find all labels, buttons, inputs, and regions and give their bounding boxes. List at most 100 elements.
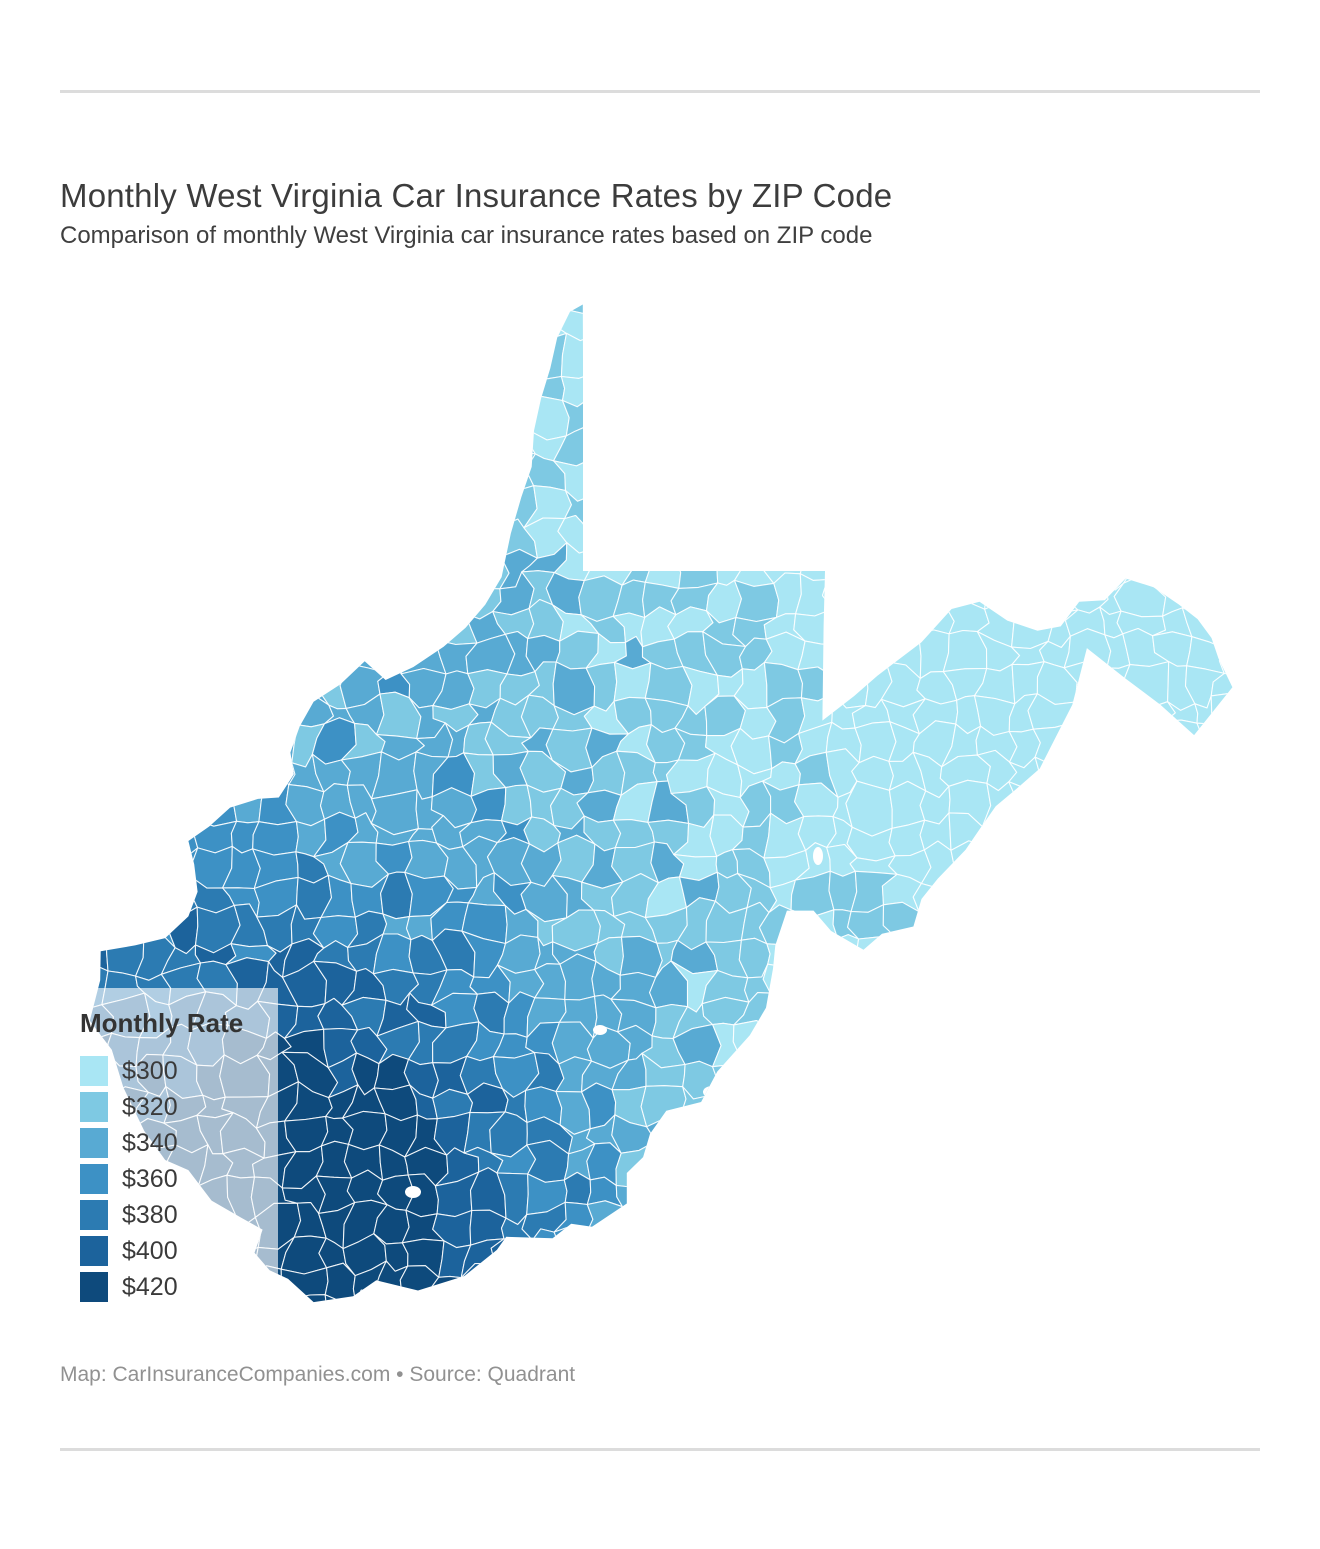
- zip-region: [768, 512, 806, 560]
- zip-region: [431, 331, 466, 370]
- zip-region: [1067, 844, 1110, 888]
- zip-region: [1195, 1114, 1228, 1154]
- zip-region: [1273, 846, 1308, 879]
- zip-region: [1038, 400, 1071, 433]
- legend-swatch: [80, 1056, 108, 1086]
- zip-region: [819, 304, 862, 319]
- zip-region: [1215, 425, 1233, 468]
- zip-region: [346, 392, 394, 437]
- zip-region: [1183, 782, 1224, 827]
- zip-region: [257, 669, 298, 708]
- zip-region: [769, 1300, 804, 1303]
- zip-region: [1119, 361, 1164, 411]
- zip-region: [1156, 462, 1199, 503]
- zip-region: [490, 330, 539, 369]
- zip-region: [975, 991, 1019, 1031]
- zip-region: [89, 304, 113, 319]
- zip-region: [312, 304, 356, 322]
- zip-region: [1067, 963, 1110, 1009]
- zip-region: [286, 363, 328, 413]
- zip-region: [378, 370, 414, 416]
- zip-region: [89, 425, 120, 469]
- zip-region: [465, 490, 509, 524]
- zip-region: [1041, 1168, 1070, 1210]
- zip-region: [860, 997, 899, 1039]
- zip-region: [620, 1290, 657, 1303]
- zip-region: [972, 391, 1021, 433]
- zip-region: [107, 811, 146, 852]
- zip-region: [1184, 304, 1226, 311]
- zip-region: [123, 692, 181, 737]
- zip-region: [612, 1235, 658, 1274]
- zip-region: [1062, 515, 1100, 551]
- zip-region: [1186, 1021, 1220, 1064]
- zip-region: [610, 434, 660, 469]
- zip-region: [1099, 1206, 1134, 1241]
- zip-region: [1248, 820, 1279, 846]
- zip-region: [775, 304, 808, 318]
- zip-region: [229, 516, 263, 558]
- zip-region: [163, 877, 198, 916]
- zip-region: [321, 333, 348, 380]
- zip-region: [950, 1170, 982, 1212]
- zip-region: [1013, 1061, 1045, 1090]
- zip-region: [971, 1196, 1017, 1234]
- zip-region: [821, 372, 870, 406]
- zip-region: [221, 635, 270, 678]
- zip-region: [555, 1326, 594, 1365]
- zip-region: [100, 842, 142, 883]
- zip-region: [255, 699, 300, 726]
- zip-region: [463, 330, 506, 364]
- zip-region: [914, 1234, 963, 1277]
- zip-region: [741, 423, 767, 461]
- zip-region: [1062, 1003, 1105, 1037]
- zip-region: [222, 309, 269, 343]
- zip-region: [163, 762, 207, 797]
- zip-region: [317, 372, 348, 400]
- zip-region: [280, 573, 327, 617]
- zip-region: [999, 308, 1045, 343]
- zip-region: [1193, 1262, 1230, 1303]
- zip-region: [1220, 272, 1251, 303]
- zip-region: [40, 394, 85, 438]
- zip-region: [800, 1326, 830, 1364]
- zip-region: [46, 763, 83, 790]
- zip-region: [732, 338, 786, 380]
- zip-region: [1124, 1326, 1167, 1363]
- zip-region: [886, 332, 930, 373]
- zip-region: [443, 451, 478, 498]
- zip-region: [825, 1298, 871, 1303]
- zip-region: [345, 450, 389, 492]
- zip-region: [610, 458, 660, 491]
- zip-region: [761, 1239, 809, 1272]
- zip-region: [310, 605, 348, 647]
- zip-region: [681, 1110, 722, 1150]
- zip-region: [1218, 1261, 1233, 1303]
- zip-region: [846, 1145, 893, 1189]
- zip-region: [1216, 1233, 1233, 1269]
- zip-region: [734, 1241, 777, 1270]
- zip-region: [732, 1195, 774, 1244]
- zip-region: [1092, 1289, 1138, 1303]
- zip-region: [337, 572, 391, 619]
- zip-region: [130, 360, 177, 395]
- zip-region: [1247, 547, 1287, 578]
- zip-region: [1216, 366, 1233, 405]
- zip-region: [374, 1327, 408, 1367]
- zip-region: [648, 1289, 690, 1303]
- zip-region: [1221, 1208, 1233, 1243]
- zip-region: [162, 427, 212, 470]
- zip-region: [1154, 851, 1193, 891]
- zip-region: [1242, 838, 1277, 879]
- zip-region: [1006, 1174, 1051, 1207]
- zip-region: [739, 1050, 774, 1099]
- zip-region: [1212, 822, 1233, 848]
- zip-region: [703, 459, 749, 490]
- zip-region: [320, 423, 354, 464]
- zip-region: [764, 1182, 794, 1207]
- zip-region: [673, 390, 707, 436]
- zip-region: [642, 366, 691, 402]
- zip-region: [222, 304, 264, 315]
- zip-region: [855, 428, 891, 461]
- zip-region: [345, 431, 387, 464]
